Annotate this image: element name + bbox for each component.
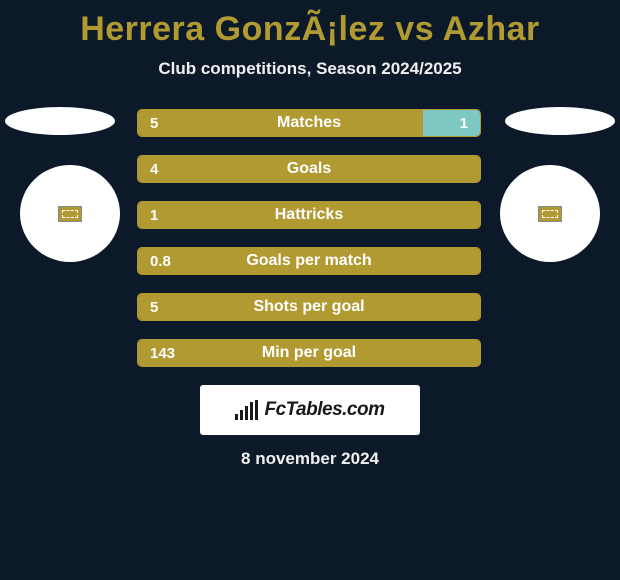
- stats-bars-container: 51Matches 4Goals 1Hattricks 0.8Goals per ma…: [137, 107, 483, 367]
- player-right-badge-circle: [500, 165, 600, 262]
- page-subtitle: Club competitions, Season 2024/2025: [0, 59, 620, 79]
- player-left-badge-icon: [58, 206, 82, 222]
- stat-bar: 4Goals: [137, 155, 481, 183]
- footer-date: 8 november 2024: [0, 449, 620, 469]
- stat-label: Goals per match: [138, 248, 480, 274]
- stat-bar: 1Hattricks: [137, 201, 481, 229]
- footer-logo-box[interactable]: FcTables.com: [200, 385, 420, 435]
- stat-bar: 51Matches: [137, 109, 481, 137]
- stat-bar: 0.8Goals per match: [137, 247, 481, 275]
- logo-bars-icon: [235, 400, 258, 420]
- player-right-name-oval: [505, 107, 615, 135]
- page-title: Herrera GonzÃ¡lez vs Azhar: [0, 0, 620, 49]
- stat-bar: 5Shots per goal: [137, 293, 481, 321]
- stat-label: Matches: [138, 110, 480, 136]
- stat-label: Min per goal: [138, 340, 480, 366]
- player-left-name-oval: [5, 107, 115, 135]
- comparison-area: 51Matches 4Goals 1Hattricks 0.8Goals per ma…: [0, 107, 620, 367]
- stat-label: Goals: [138, 156, 480, 182]
- logo-text: FcTables.com: [264, 399, 384, 421]
- stat-label: Shots per goal: [138, 294, 480, 320]
- player-left-badge-circle: [20, 165, 120, 262]
- stat-bar: 143Min per goal: [137, 339, 481, 367]
- player-right-badge-icon: [538, 206, 562, 222]
- stat-label: Hattricks: [138, 202, 480, 228]
